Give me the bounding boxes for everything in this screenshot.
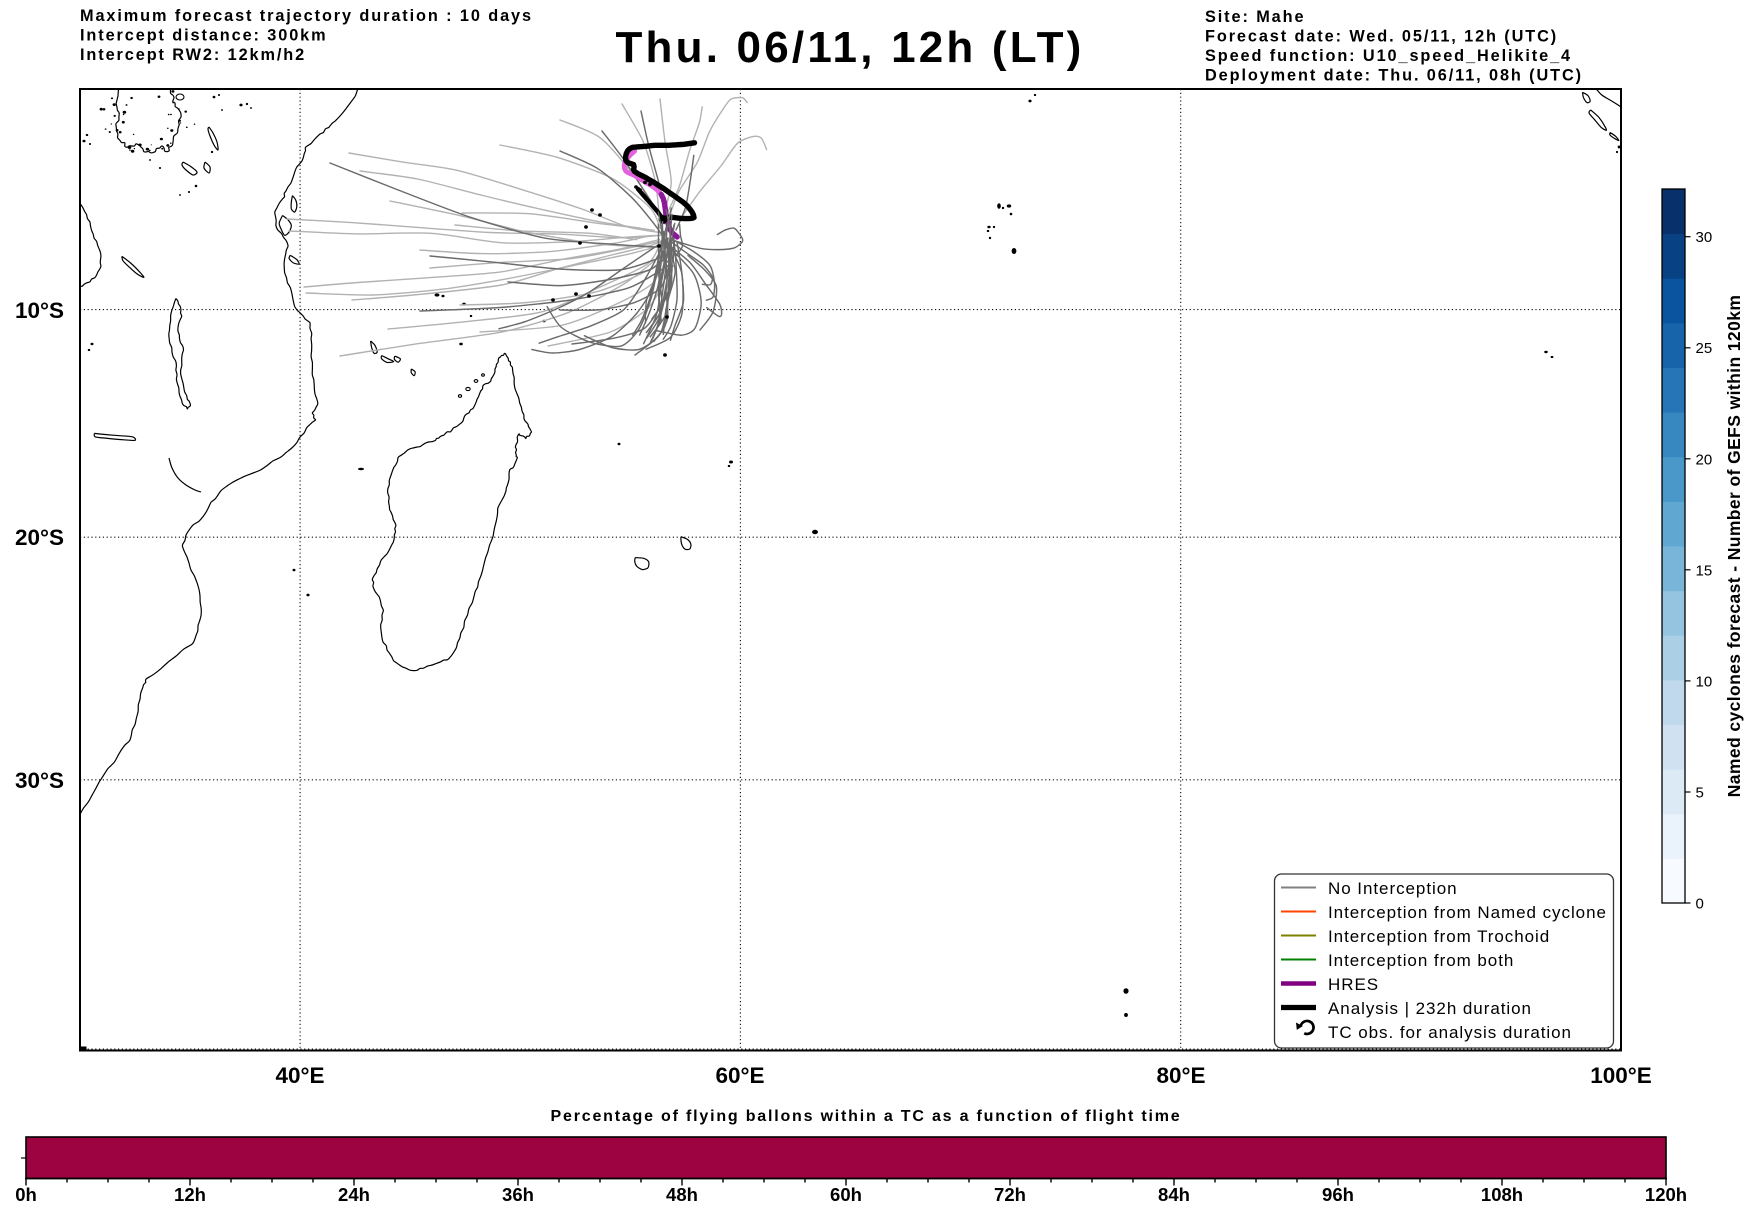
svg-text:Analysis | 232h duration: Analysis | 232h duration (1328, 999, 1532, 1018)
svg-text:Site: Mahe: Site: Mahe (1205, 8, 1305, 26)
svg-text:100°E: 100°E (1590, 1063, 1652, 1088)
svg-text:60°E: 60°E (715, 1063, 764, 1088)
svg-text:HRES: HRES (1328, 975, 1379, 994)
svg-text:20: 20 (1696, 451, 1713, 468)
svg-text:15: 15 (1696, 562, 1713, 579)
svg-text:Interception from Named cyclon: Interception from Named cyclone (1328, 903, 1607, 922)
svg-text:72h: 72h (994, 1184, 1026, 1205)
svg-text:5: 5 (1696, 785, 1704, 802)
svg-text:Intercept RW2: 12km/h2: Intercept RW2: 12km/h2 (80, 46, 306, 64)
svg-text:Interception from both: Interception from both (1328, 951, 1514, 970)
svg-text:40°E: 40°E (275, 1063, 324, 1088)
svg-text:0: 0 (1696, 896, 1704, 913)
svg-text:Thu. 06/11, 12h (LT): Thu. 06/11, 12h (LT) (615, 23, 1084, 72)
svg-text:10°S: 10°S (15, 298, 64, 323)
svg-text:60h: 60h (830, 1184, 862, 1205)
svg-text:TC obs. for analysis duration: TC obs. for analysis duration (1328, 1023, 1572, 1042)
svg-text:24h: 24h (338, 1184, 370, 1205)
svg-text:No Interception: No Interception (1328, 879, 1458, 898)
svg-text:Intercept distance: 300km: Intercept distance: 300km (80, 27, 327, 45)
svg-text:12h: 12h (174, 1184, 206, 1205)
svg-text:80°E: 80°E (1156, 1063, 1205, 1088)
svg-text:Percentage of flying ballons w: Percentage of flying ballons within a TC… (551, 1108, 1182, 1125)
svg-text:120h: 120h (1645, 1184, 1687, 1205)
svg-text:Named cyclones forecast - Numb: Named cyclones forecast - Number of GEFS… (1724, 295, 1744, 798)
svg-text:84h: 84h (1158, 1184, 1190, 1205)
svg-text:25: 25 (1696, 340, 1713, 357)
svg-text:Maximum forecast trajectory du: Maximum forecast trajectory duration : 1… (80, 7, 533, 25)
svg-text:10: 10 (1696, 673, 1713, 690)
svg-text:96h: 96h (1322, 1184, 1354, 1205)
svg-text:20°S: 20°S (15, 525, 64, 550)
svg-text:Forecast date: Wed. 05/11, 12h: Forecast date: Wed. 05/11, 12h (UTC) (1205, 28, 1558, 46)
svg-text:Speed function: U10_speed_Heli: Speed function: U10_speed_Helikite_4 (1205, 47, 1572, 65)
svg-text:30: 30 (1696, 229, 1713, 246)
svg-text:48h: 48h (666, 1184, 698, 1205)
svg-text:36h: 36h (502, 1184, 534, 1205)
svg-text:30°S: 30°S (15, 768, 64, 793)
svg-text:108h: 108h (1481, 1184, 1523, 1205)
svg-text:Deployment date: Thu. 06/11, 0: Deployment date: Thu. 06/11, 08h (UTC) (1205, 67, 1583, 85)
svg-text:Interception from Trochoid: Interception from Trochoid (1328, 927, 1550, 946)
svg-text:0h: 0h (15, 1184, 37, 1205)
